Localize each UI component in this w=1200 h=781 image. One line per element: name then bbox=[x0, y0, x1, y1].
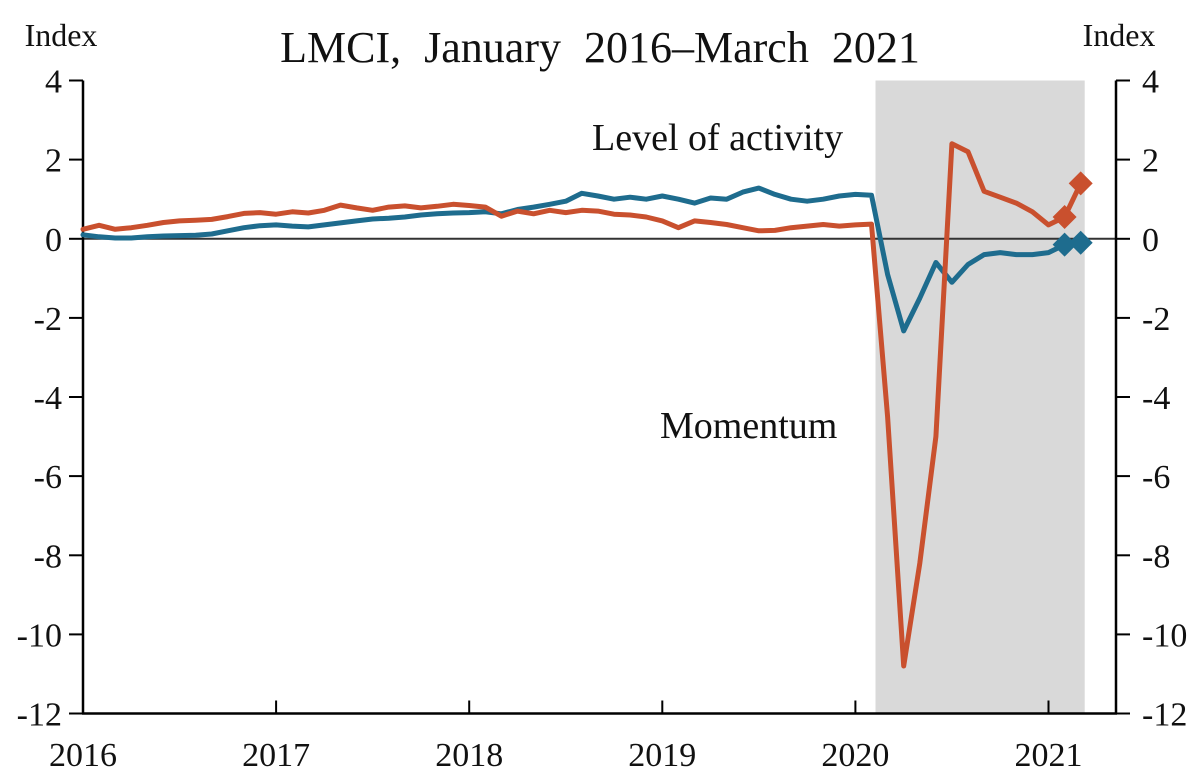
right-y-tick-label: -12 bbox=[1142, 697, 1187, 734]
momentum-endpoint-marker bbox=[1052, 204, 1077, 229]
series-label-level-of-activity: Level of activity bbox=[592, 117, 843, 159]
left-y-tick-label: 0 bbox=[45, 222, 62, 259]
left-axis-unit-label: Index bbox=[25, 17, 98, 53]
x-tick-label: 2019 bbox=[628, 737, 696, 774]
right-y-tick-label: -4 bbox=[1142, 380, 1170, 417]
x-tick-label: 2018 bbox=[435, 737, 503, 774]
left-y-tick-label: -10 bbox=[17, 617, 62, 654]
right-y-tick-label: -8 bbox=[1142, 538, 1170, 575]
left-y-tick-label: -12 bbox=[17, 697, 62, 734]
right-y-tick-label: -6 bbox=[1142, 459, 1170, 496]
left-y-tick-label: -2 bbox=[34, 301, 62, 338]
x-tick-label: 2017 bbox=[242, 737, 310, 774]
left-y-tick-label: 4 bbox=[45, 64, 62, 101]
level-of-activity-line bbox=[80, 185, 1084, 334]
series-label-momentum: Momentum bbox=[660, 405, 837, 447]
x-tick-label: 2016 bbox=[49, 737, 117, 774]
right-y-tick-label: 0 bbox=[1142, 222, 1159, 259]
x-tick-label: 2020 bbox=[821, 737, 889, 774]
left-y-tick-label: 2 bbox=[45, 143, 62, 180]
momentum-endpoint-marker bbox=[1068, 171, 1093, 196]
right-y-tick-label: 2 bbox=[1142, 143, 1159, 180]
right-y-tick-label: -2 bbox=[1142, 301, 1170, 338]
x-tick-label: 2021 bbox=[1015, 737, 1083, 774]
chart-title: LMCI, January 2016–March 2021 bbox=[280, 23, 920, 72]
right-axis-unit-label: Index bbox=[1083, 17, 1156, 53]
level-of-activity-endpoint-marker bbox=[1052, 232, 1077, 257]
level-of-activity-endpoint-marker bbox=[1068, 230, 1093, 255]
right-y-tick-label: -10 bbox=[1142, 617, 1187, 654]
left-y-tick-label: -8 bbox=[34, 538, 62, 575]
left-y-tick-label: -4 bbox=[34, 380, 62, 417]
right-y-tick-label: 4 bbox=[1142, 64, 1159, 101]
left-y-tick-label: -6 bbox=[34, 459, 62, 496]
momentum-line bbox=[80, 141, 1084, 669]
